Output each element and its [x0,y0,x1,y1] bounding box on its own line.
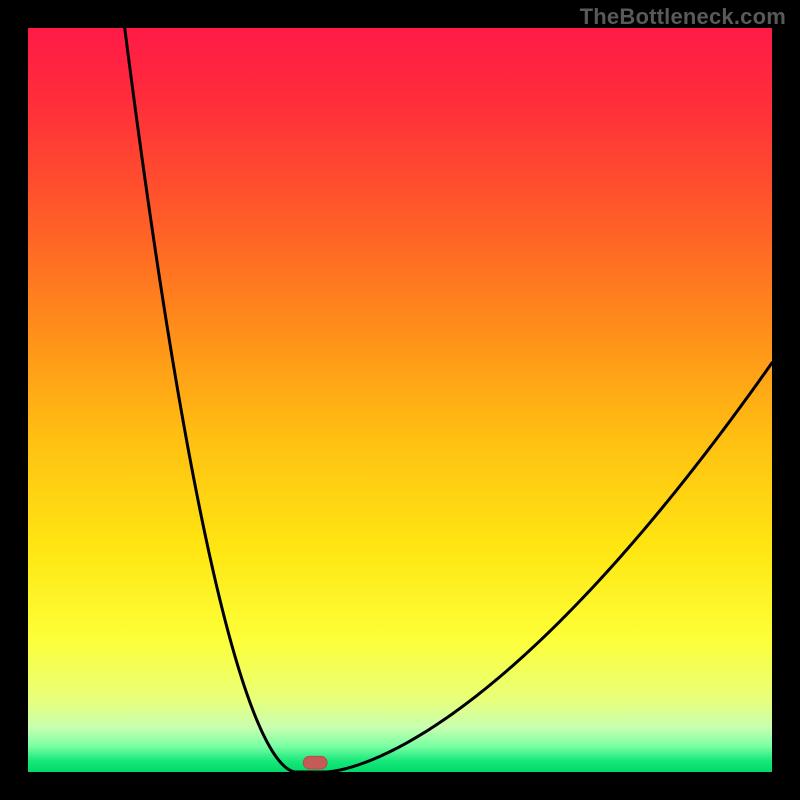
bottleneck-chart [0,0,800,800]
chart-stage: TheBottleneck.com [0,0,800,800]
optimal-point-marker [303,756,327,769]
watermark-text: TheBottleneck.com [580,4,786,30]
